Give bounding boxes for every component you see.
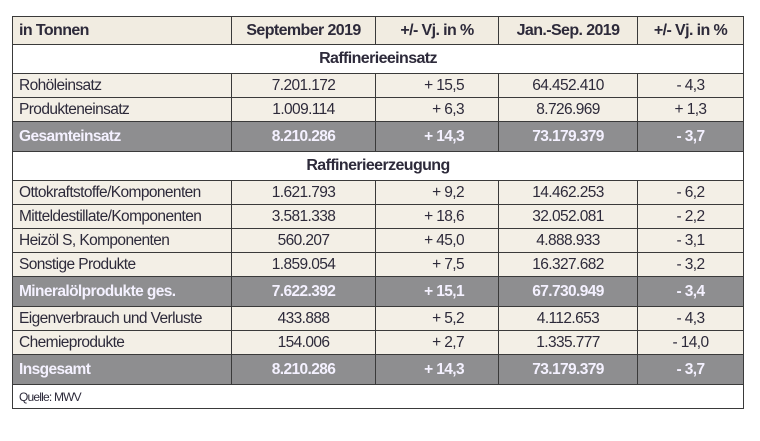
table-row: Chemieprodukte 154.006 + 2,7 1.335.777 -… bbox=[12, 330, 744, 355]
section-row: Raffinerieeinsatz bbox=[12, 44, 744, 74]
row-ytd: 64.452.410 bbox=[498, 73, 638, 98]
header-ytd: Jan.-Sep. 2019 bbox=[498, 16, 638, 45]
row-sep-change: + 5,2 bbox=[375, 306, 499, 331]
total-row: Gesamteinsatz 8.210.286 + 14,3 73.179.37… bbox=[12, 121, 744, 152]
row-sep: 1.859.054 bbox=[231, 252, 376, 277]
section-title: Raffinerieerzeugung bbox=[12, 151, 744, 181]
row-ytd: 4.112.653 bbox=[498, 306, 638, 331]
row-label: Sonstige Produkte bbox=[12, 252, 232, 277]
row-sep-change: + 2,7 bbox=[375, 330, 499, 355]
grand-total-sep: 8.210.286 bbox=[231, 354, 376, 385]
row-label: Produkteneinsatz bbox=[12, 97, 232, 122]
row-ytd: 1.335.777 bbox=[498, 330, 638, 355]
row-ytd-change: - 14,0 bbox=[637, 330, 744, 355]
row-sep-change: + 18,6 bbox=[375, 204, 499, 229]
grand-total-sep-change: + 14,3 bbox=[375, 354, 499, 385]
refinery-table: in Tonnen September 2019 +/- Vj. in % Ja… bbox=[12, 16, 744, 409]
total-sep: 7.622.392 bbox=[231, 276, 376, 307]
row-sep: 3.581.338 bbox=[231, 204, 376, 229]
table-row: Ottokraftstoffe/Komponenten 1.621.793 + … bbox=[12, 180, 744, 205]
row-label: Eigenverbrauch und Verluste bbox=[12, 306, 232, 331]
source-note: Quelle: MWV bbox=[12, 384, 744, 409]
row-sep: 560.207 bbox=[231, 228, 376, 253]
row-ytd-change: - 4,3 bbox=[637, 73, 744, 98]
row-sep-change: + 15,5 bbox=[375, 73, 499, 98]
row-ytd: 4.888.933 bbox=[498, 228, 638, 253]
row-label: Mitteldestillate/Komponenten bbox=[12, 204, 232, 229]
row-ytd-change: - 6,2 bbox=[637, 180, 744, 205]
row-ytd-change: - 3,1 bbox=[637, 228, 744, 253]
table-row: Produkteneinsatz 1.009.114 + 6,3 8.726.9… bbox=[12, 97, 744, 122]
row-label: Heizöl S, Komponenten bbox=[12, 228, 232, 253]
total-row: Mineralölprodukte ges. 7.622.392 + 15,1 … bbox=[12, 276, 744, 307]
table-row: Eigenverbrauch und Verluste 433.888 + 5,… bbox=[12, 306, 744, 331]
total-ytd-change: - 3,7 bbox=[637, 121, 744, 152]
total-ytd: 73.179.379 bbox=[498, 121, 638, 152]
row-sep: 433.888 bbox=[231, 306, 376, 331]
header-unit: in Tonnen bbox=[12, 16, 232, 45]
header-ytd-change: +/- Vj. in % bbox=[637, 16, 744, 45]
row-sep-change: + 45,0 bbox=[375, 228, 499, 253]
row-ytd-change: - 2,2 bbox=[637, 204, 744, 229]
total-sep-change: + 14,3 bbox=[375, 121, 499, 152]
row-label: Ottokraftstoffe/Komponenten bbox=[12, 180, 232, 205]
total-label: Gesamteinsatz bbox=[12, 121, 232, 152]
total-sep: 8.210.286 bbox=[231, 121, 376, 152]
row-label: Rohöleinsatz bbox=[12, 73, 232, 98]
section-title: Raffinerieeinsatz bbox=[12, 44, 744, 74]
header-row: in Tonnen September 2019 +/- Vj. in % Ja… bbox=[12, 16, 744, 45]
row-sep: 7.201.172 bbox=[231, 73, 376, 98]
row-ytd: 14.462.253 bbox=[498, 180, 638, 205]
row-sep-change: + 9,2 bbox=[375, 180, 499, 205]
header-september: September 2019 bbox=[231, 16, 376, 45]
grand-total-ytd-change: - 3,7 bbox=[637, 354, 744, 385]
table-row: Heizöl S, Komponenten 560.207 + 45,0 4.8… bbox=[12, 228, 744, 253]
table-row: Mitteldestillate/Komponenten 3.581.338 +… bbox=[12, 204, 744, 229]
grand-total-label: Insgesamt bbox=[12, 354, 232, 385]
row-ytd-change: - 3,2 bbox=[637, 252, 744, 277]
total-ytd-change: - 3,4 bbox=[637, 276, 744, 307]
row-sep-change: + 6,3 bbox=[375, 97, 499, 122]
row-ytd-change: - 4,3 bbox=[637, 306, 744, 331]
table-row: Rohöleinsatz 7.201.172 + 15,5 64.452.410… bbox=[12, 73, 744, 98]
row-sep-change: + 7,5 bbox=[375, 252, 499, 277]
row-ytd: 32.052.081 bbox=[498, 204, 638, 229]
row-label: Chemieprodukte bbox=[12, 330, 232, 355]
row-ytd-change: + 1,3 bbox=[637, 97, 744, 122]
total-sep-change: + 15,1 bbox=[375, 276, 499, 307]
row-ytd: 16.327.682 bbox=[498, 252, 638, 277]
total-label: Mineralölprodukte ges. bbox=[12, 276, 232, 307]
table-row: Sonstige Produkte 1.859.054 + 7,5 16.327… bbox=[12, 252, 744, 277]
row-sep: 1.621.793 bbox=[231, 180, 376, 205]
row-ytd: 8.726.969 bbox=[498, 97, 638, 122]
row-sep: 154.006 bbox=[231, 330, 376, 355]
source-row: Quelle: MWV bbox=[12, 384, 744, 409]
header-sep-change: +/- Vj. in % bbox=[375, 16, 499, 45]
total-ytd: 67.730.949 bbox=[498, 276, 638, 307]
row-sep: 1.009.114 bbox=[231, 97, 376, 122]
grand-total-ytd: 73.179.379 bbox=[498, 354, 638, 385]
grand-total-row: Insgesamt 8.210.286 + 14,3 73.179.379 - … bbox=[12, 354, 744, 385]
section-row: Raffinerieerzeugung bbox=[12, 151, 744, 181]
